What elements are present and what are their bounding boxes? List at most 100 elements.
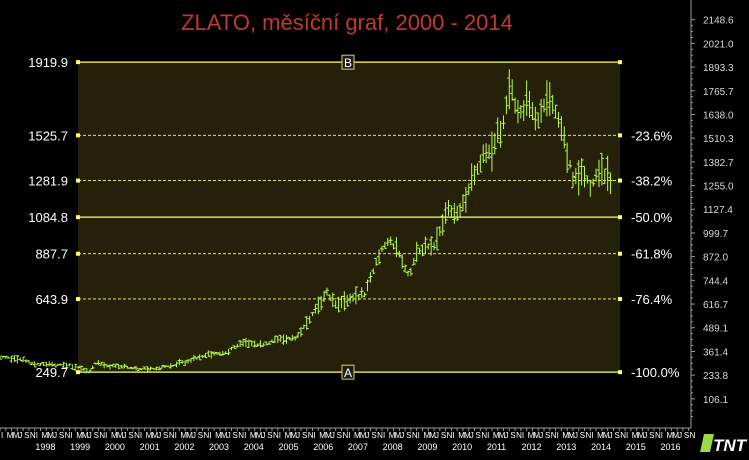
x-month-label: N [30,431,36,440]
x-month-label: N [516,431,522,440]
x-year-label: 2009 [417,442,437,452]
fib-percent-label: -38.2% [631,174,673,189]
fib-point-box [341,364,355,380]
x-month-label: S [94,431,99,440]
right-tick-label: 1382.7 [703,158,734,169]
right-tick-label: 1127.4 [703,205,733,216]
x-month-label: M [186,431,193,440]
x-month-label: M [562,431,569,440]
x-month-label: N [447,431,453,440]
x-month-label: M [464,431,471,440]
x-month-label: N [586,431,592,440]
x-month-label: M [42,431,49,440]
x-month-label: M [597,431,604,440]
right-tick-label: 1638.0 [703,110,734,121]
right-tick-label: 1510.3 [703,134,734,145]
watermark-text: TNT [713,436,748,455]
x-year-label: 2000 [105,442,125,452]
right-tick-label: 616.7 [703,300,728,311]
x-month-label: S [59,431,64,440]
x-month-label: M [47,431,54,440]
x-month-label: S [267,431,272,440]
fib-handle [76,60,80,65]
x-year-label: 1998 [35,442,55,452]
fib-percent-label: -76.4% [631,292,673,307]
left-level-label: 1919.9 [28,55,68,70]
x-month-label: I [36,431,38,440]
x-month-label: N [204,431,210,440]
x-month-label: M [76,431,83,440]
x-year-label: 2002 [174,442,194,452]
fib-handle [618,178,622,183]
x-month-label: J [18,431,22,440]
x-month-label: M [151,431,158,440]
x-year-label: 2014 [591,442,611,452]
left-level-label: 1084.8 [28,210,68,225]
x-month-label: M [13,431,20,440]
x-month-label: M [221,431,228,440]
left-level-label: 643.9 [35,292,68,307]
right-axis-ticks: 2148.6 2021.0 1893.3 1765.7 1638.0 1510.3 1382… [691,16,734,418]
x-month-label: J [400,431,404,440]
x-month-label: N [169,431,175,440]
x-month-label: J [88,431,92,440]
x-month-label: I [557,431,559,440]
x-month-label: M [568,431,575,440]
x-month-label: N [551,431,557,440]
x-month-label: I [314,431,316,440]
x-month-label: M [672,431,679,440]
x-year-label: 2007 [348,442,368,452]
chart-title: ZLATO, měsíční graf, 2000 - 2014 [181,10,513,35]
x-month-label: N [273,431,279,440]
x-month-label: M [325,431,332,440]
x-month-label: I [244,431,246,440]
x-month-label: M [395,431,402,440]
right-tick-label: 2021.0 [703,39,734,50]
x-month-label: M [256,431,263,440]
fib-handle [618,133,622,138]
x-month-label: I [1,431,3,440]
fib-handle [618,60,622,65]
x-month-label: J [261,431,265,440]
x-year-label: 2001 [140,442,160,452]
x-month-label: I [140,431,142,440]
fib-percent-label: -50.0% [631,210,673,225]
fib-point-box [341,54,355,70]
right-tick-label: 489.1 [703,324,728,335]
logo-mark-icon [700,434,714,452]
x-month-label: J [157,431,161,440]
x-month-label: I [70,431,72,440]
x-month-label: M [423,431,430,440]
x-month-label: J [609,431,613,440]
x-month-label: M [429,431,436,440]
fib-point-label: B [344,56,352,70]
right-tick-label: 233.8 [703,371,728,382]
x-month-label: I [661,431,663,440]
x-month-label: S [302,431,307,440]
right-tick-label: 872.0 [703,253,728,264]
x-month-label: J [470,431,474,440]
x-year-label: 2010 [452,442,472,452]
fib-percent-label: -100.0% [631,365,680,380]
x-month-label: S [580,431,585,440]
x-year-label: 2013 [556,442,576,452]
fib-handle [618,370,622,375]
left-level-label: 1525.7 [28,128,68,143]
x-month-label: N [342,431,348,440]
x-month-label: M [528,431,535,440]
x-year-label: 1999 [70,442,90,452]
x-year-label: 2003 [209,442,229,452]
x-month-label: N [481,431,487,440]
x-month-label: M [180,431,187,440]
x-month-label: J [366,431,370,440]
x-year-label: 2012 [522,442,542,452]
x-month-label: N [134,431,140,440]
fib-percent-label: -61.8% [631,247,673,262]
x-year-label: 2016 [660,442,680,452]
x-year-label: 2008 [383,442,403,452]
x-month-label: S [163,431,168,440]
left-level-label: 1281.9 [28,174,68,189]
x-month-label: M [493,431,500,440]
